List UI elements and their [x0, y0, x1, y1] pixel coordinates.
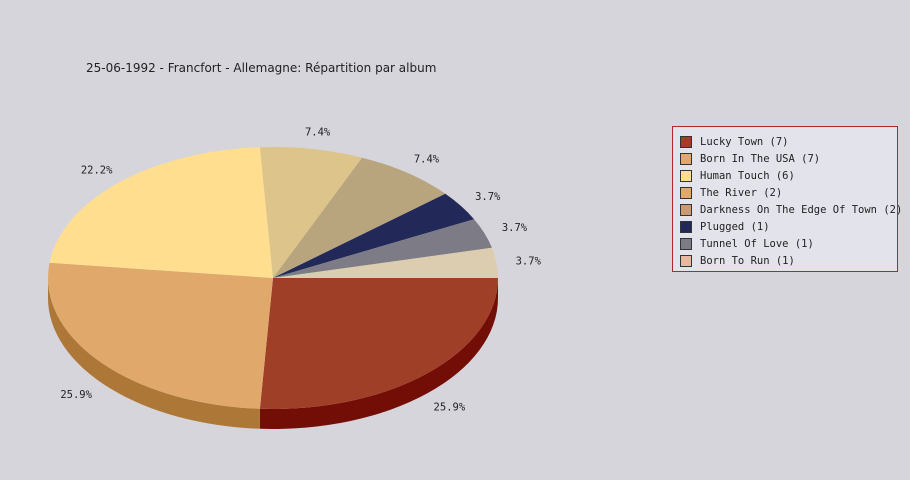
slice-label-2: 22.2% [81, 165, 113, 177]
pie-slice-3 [259, 147, 363, 278]
pie-slice-6 [273, 219, 492, 278]
legend-label-7: Born To Run (1) [700, 254, 795, 267]
legend-item-7: Born To Run (1) [680, 252, 897, 269]
legend-swatch-6 [680, 237, 692, 250]
legend-label-4: Darkness On The Edge Of Town (2) [700, 203, 903, 216]
legend-label-6: Tunnel Of Love (1) [700, 237, 814, 250]
pie-slice-7 [273, 247, 498, 278]
legend-item-4: Darkness On The Edge Of Town (2) [680, 201, 902, 218]
legend-item-2: Human Touch (6) [680, 167, 897, 184]
legend-item-6: Tunnel Of Love (1) [680, 235, 897, 252]
pie-slice-1 [47, 262, 273, 409]
slice-label-6: 3.7% [502, 222, 528, 234]
legend-swatch-7 [680, 254, 692, 267]
legend-swatch-2 [680, 169, 692, 182]
slice-label-1: 25.9% [60, 389, 92, 401]
legend-item-5: Plugged (1) [680, 218, 897, 235]
slice-label-3: 7.4% [305, 126, 331, 138]
legend-label-3: The River (2) [700, 186, 783, 199]
pie-slice-0 [259, 278, 498, 410]
legend-swatch-1 [680, 152, 692, 165]
chart-title: 25-06-1992 - Francfort - Allemagne: Répa… [86, 61, 437, 75]
slice-label-0: 25.9% [434, 401, 466, 413]
legend: Lucky Town (7) Born In The USA (7) Human T… [672, 126, 902, 272]
legend-swatch-5 [680, 220, 692, 233]
legend-swatch-4 [680, 203, 692, 216]
pie-side-0 [259, 278, 498, 429]
pie-slice-2 [49, 147, 274, 278]
legend-label-2: Human Touch (6) [700, 169, 795, 182]
slice-label-4: 7.4% [414, 153, 440, 165]
pie-side-1 [48, 278, 260, 429]
legend-swatch-3 [680, 186, 692, 199]
legend-label-5: Plugged (1) [700, 220, 770, 233]
legend-swatch-0 [680, 135, 692, 148]
pie-slice-4 [273, 157, 446, 278]
slice-label-5: 3.7% [475, 191, 501, 203]
legend-item-3: The River (2) [680, 184, 897, 201]
slice-label-7: 3.7% [516, 256, 542, 268]
legend-item-0: Lucky Town (7) [680, 133, 897, 150]
legend-label-1: Born In The USA (7) [700, 152, 821, 165]
legend-item-1: Born In The USA (7) [680, 150, 897, 167]
legend-label-0: Lucky Town (7) [700, 135, 789, 148]
pie-slice-5 [273, 193, 475, 278]
